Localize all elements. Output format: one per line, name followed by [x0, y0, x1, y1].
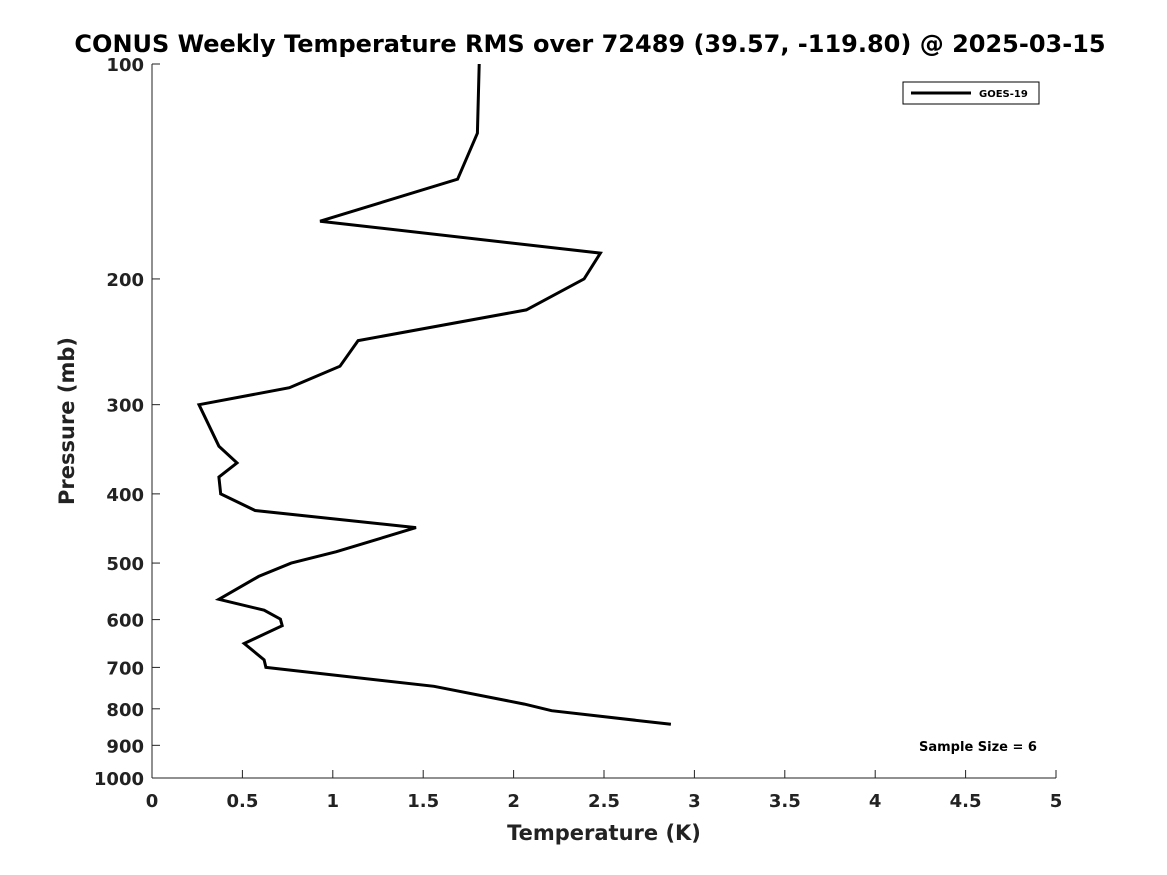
y-axis-ticks: 100 200 300 400 500 600 700 800 900 1000	[94, 55, 160, 790]
x-tick-label: 0.5	[226, 791, 258, 812]
series-line-goes-19	[196, 63, 672, 726]
x-axis-ticks: 0 0.5 1 1.5 2 2.5 3 3.5 4 4.5 5	[146, 770, 1063, 812]
y-tick-label: 300	[106, 396, 144, 417]
y-tick-label: 800	[106, 700, 144, 721]
y-tick-label: 900	[106, 736, 144, 757]
y-tick-label: 600	[106, 611, 144, 632]
plot-area: 0 0.5 1 1.5 2 2.5 3 3.5 4 4.5 5 100 200 300 400 500 600…	[94, 55, 1062, 812]
y-tick-label: 500	[106, 554, 144, 575]
y-tick-label: 100	[106, 55, 144, 76]
legend-label-goes-19: GOES-19	[979, 89, 1028, 100]
x-tick-label: 2.5	[588, 791, 620, 812]
y-tick-label: 400	[106, 485, 144, 506]
sample-size-annotation: Sample Size = 6	[919, 740, 1037, 755]
x-tick-label: 3.5	[769, 791, 801, 812]
series-layer	[196, 63, 672, 726]
x-tick-label: 2	[507, 791, 520, 812]
y-axis-label: Pressure (mb)	[55, 337, 79, 505]
x-axis-label: Temperature (K)	[507, 821, 701, 845]
y-tick-label: 1000	[94, 769, 144, 790]
x-tick-label: 0	[146, 791, 159, 812]
legend: GOES-19	[902, 81, 1040, 105]
chart-title: CONUS Weekly Temperature RMS over 72489 …	[74, 30, 1105, 58]
x-tick-label: 1	[327, 791, 340, 812]
x-tick-label: 5	[1050, 791, 1063, 812]
y-tick-label: 700	[106, 658, 144, 679]
y-tick-label: 200	[106, 270, 144, 291]
x-tick-label: 3	[688, 791, 701, 812]
x-tick-label: 4	[869, 791, 882, 812]
x-tick-label: 4.5	[950, 791, 982, 812]
x-tick-label: 1.5	[407, 791, 439, 812]
